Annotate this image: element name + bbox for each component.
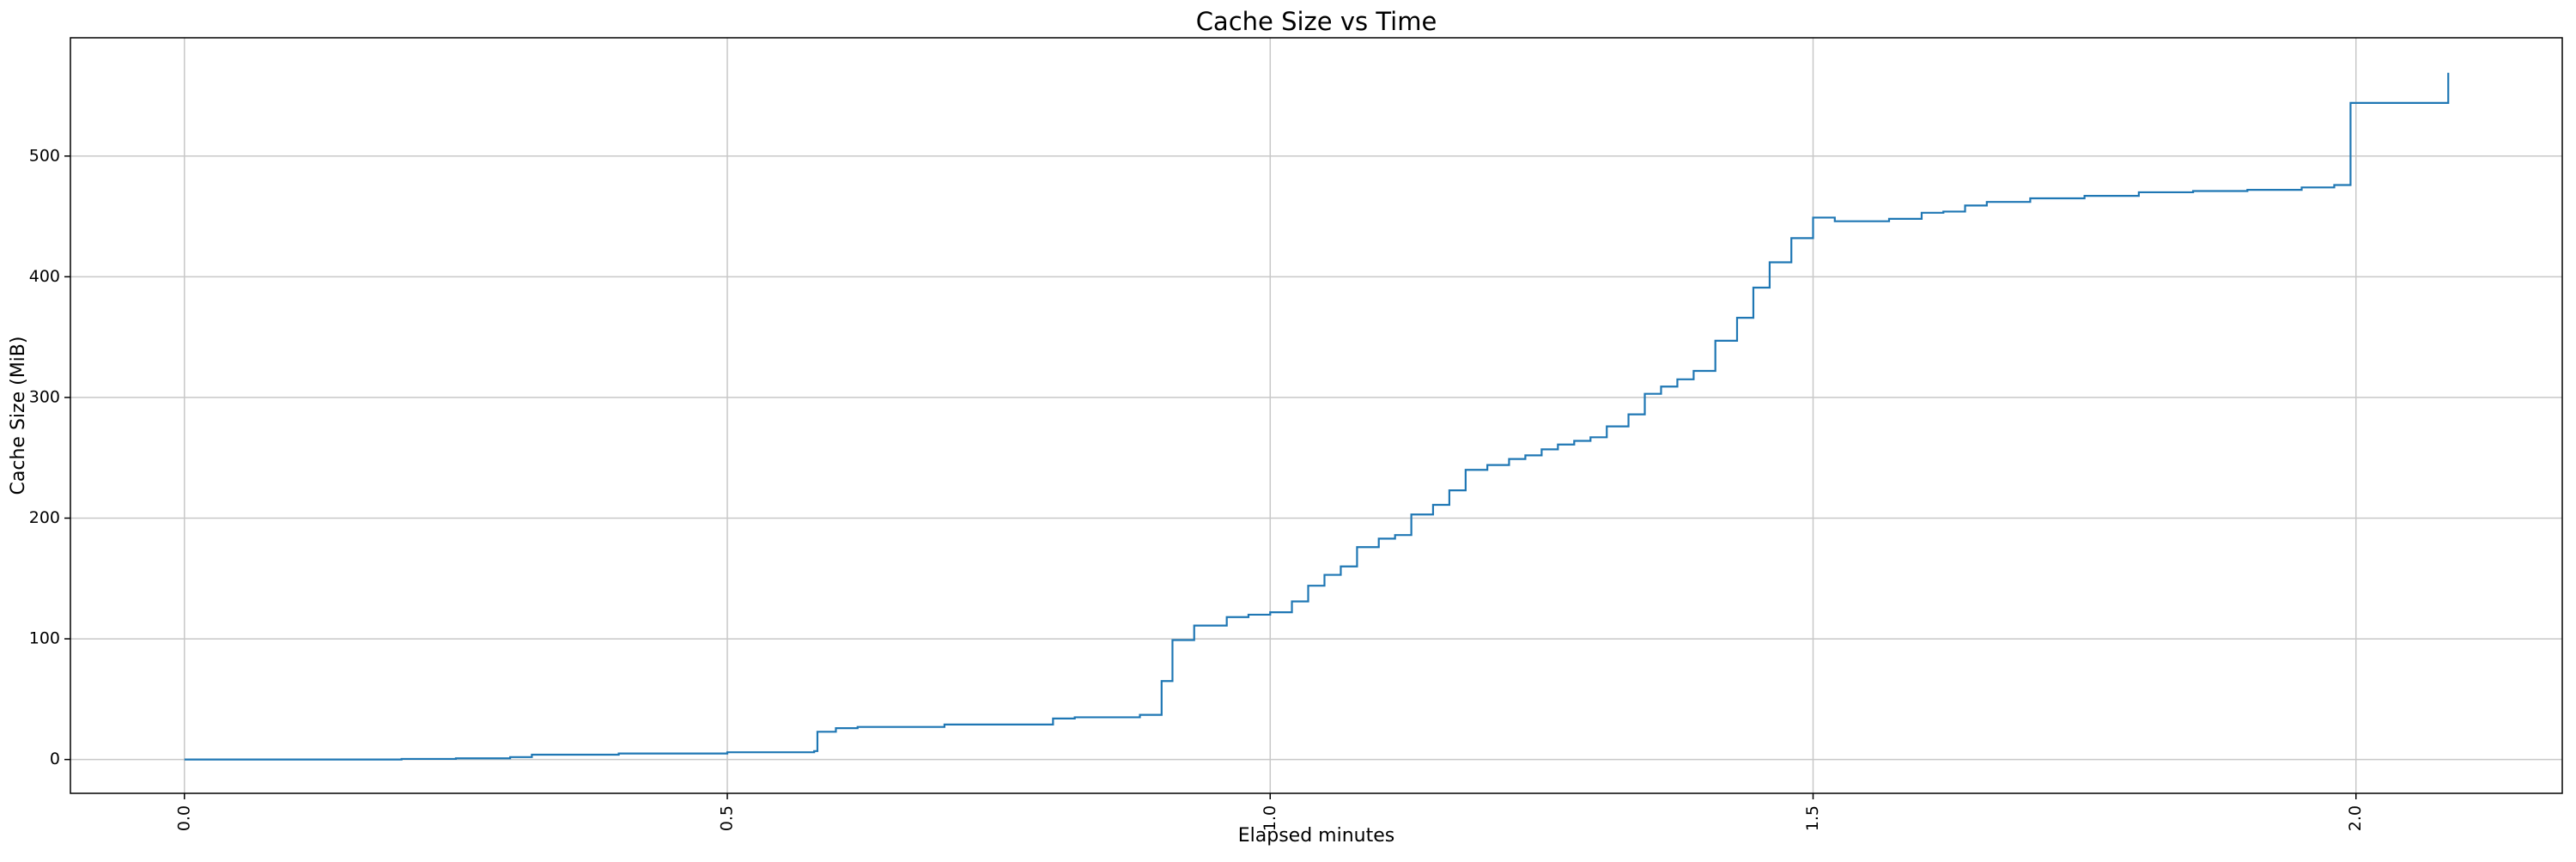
x-axis-label: Elapsed minutes — [1238, 825, 1394, 847]
y-tick-label: 0 — [50, 750, 60, 768]
y-tick-label: 200 — [29, 508, 60, 527]
x-tick-label: 1.5 — [1803, 805, 1822, 831]
chart-title: Cache Size vs Time — [1196, 7, 1437, 36]
y-tick-label: 400 — [29, 267, 60, 286]
y-tick-label: 100 — [29, 629, 60, 648]
x-tick-label: 1.0 — [1261, 805, 1279, 831]
y-axis-label: Cache Size (MiB) — [8, 337, 29, 495]
x-tick-label: 2.0 — [2346, 805, 2365, 831]
x-tick-label: 0.0 — [174, 805, 193, 831]
x-tick-label: 0.5 — [718, 805, 737, 831]
plot-frame — [70, 37, 2563, 794]
step-line — [184, 72, 2450, 761]
y-tick-label: 500 — [29, 146, 60, 165]
y-tick-label: 300 — [29, 387, 60, 406]
